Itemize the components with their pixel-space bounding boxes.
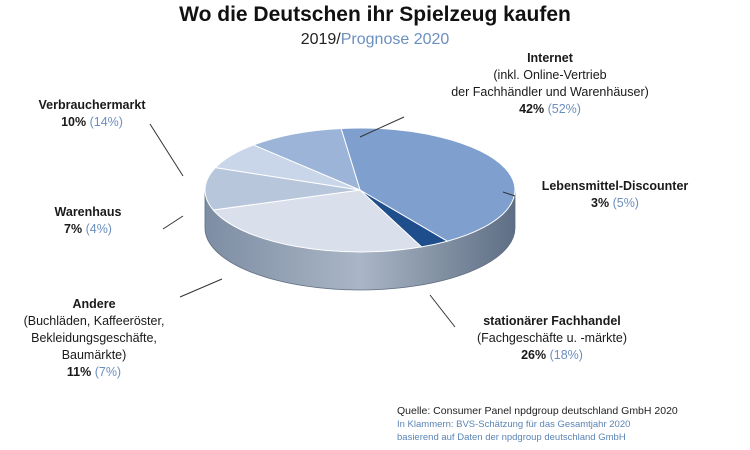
label-andere-forecast: (7%) [94, 365, 122, 379]
label-warenhaus-pct: 7% [64, 222, 83, 236]
label-lebensmittel-forecast: (5%) [612, 196, 639, 210]
label-internet-forecast: (52%) [547, 102, 581, 116]
label-fachhandel-forecast: (18%) [549, 348, 583, 362]
label-andere-sub1: (Buchläden, Kaffeeröster, [23, 314, 165, 328]
subtitle-forecast: Prognose 2020 [340, 31, 450, 48]
source-note: Quelle: Consumer Panel npdgroup deutschl… [397, 405, 678, 444]
chart-title: Wo die Deutschen ihr Spielzeug kaufen [179, 3, 571, 26]
subtitle-year: 2019/ [300, 31, 341, 48]
source-line: Quelle: Consumer Panel npdgroup deutschl… [397, 405, 678, 417]
source-note-line-1: In Klammern: BVS-Schätzung für das Gesam… [397, 419, 631, 430]
label-andere-sub2: Bekleidungsgeschäfte, [31, 331, 157, 345]
label-fachhandel-name: stationärer Fachhandel [483, 314, 621, 328]
label-warenhaus: Warenhaus 7% (4%) [38, 204, 138, 238]
leader-line-0 [359, 116, 405, 138]
label-internet-sub1: (inkl. Online-Vertrieb [493, 68, 607, 82]
label-lebensmittel-name: Lebensmittel-Discounter [541, 179, 689, 193]
label-andere: Andere (Buchläden, Kaffeeröster, Bekleid… [8, 296, 180, 381]
label-lebensmittel-pct: 3% [591, 196, 610, 210]
leader-line-5 [429, 294, 456, 328]
leader-line-2 [502, 191, 516, 197]
label-internet-name: Internet [527, 51, 573, 65]
leader-line-1 [149, 123, 184, 177]
leader-line-3 [162, 215, 184, 230]
label-fachhandel-pct: 26% [521, 348, 547, 362]
label-andere-pct: 11% [66, 365, 92, 379]
label-internet-sub2: der Fachhändler und Warenhäuser) [451, 85, 649, 99]
label-verbrauchermarkt-forecast: (14%) [89, 115, 123, 129]
label-andere-name: Andere [72, 297, 116, 311]
label-andere-sub3: Baumärkte) [61, 348, 127, 362]
label-verbrauchermarkt-pct: 10% [61, 115, 87, 129]
label-warenhaus-forecast: (4%) [85, 222, 112, 236]
label-lebensmittel: Lebensmittel-Discounter 3% (5%) [520, 178, 710, 212]
leader-line-4 [179, 278, 223, 298]
pie-slice-verbrauchermarkt [252, 127, 361, 191]
label-internet: Internet (inkl. Online-Vertrieb der Fach… [440, 50, 660, 118]
label-verbrauchermarkt-name: Verbrauchermarkt [38, 98, 146, 112]
pie-slice-internet [340, 127, 516, 242]
chart-subtitle: 2019/Prognose 2020 [0, 31, 750, 49]
pie-slice-andere [204, 167, 361, 211]
pie-slice-stationärer-fachhandel [212, 189, 423, 253]
label-warenhaus-name: Warenhaus [54, 205, 122, 219]
label-fachhandel-sub1: (Fachgeschäfte u. -märkte) [476, 331, 628, 345]
label-internet-pct: 42% [519, 102, 545, 116]
label-verbrauchermarkt: Verbrauchermarkt 10% (14%) [22, 97, 162, 131]
label-fachhandel: stationärer Fachhandel (Fachgeschäfte u.… [462, 313, 642, 364]
source-note-line-2: basierend auf Daten der npdgroup deutsch… [397, 432, 626, 443]
